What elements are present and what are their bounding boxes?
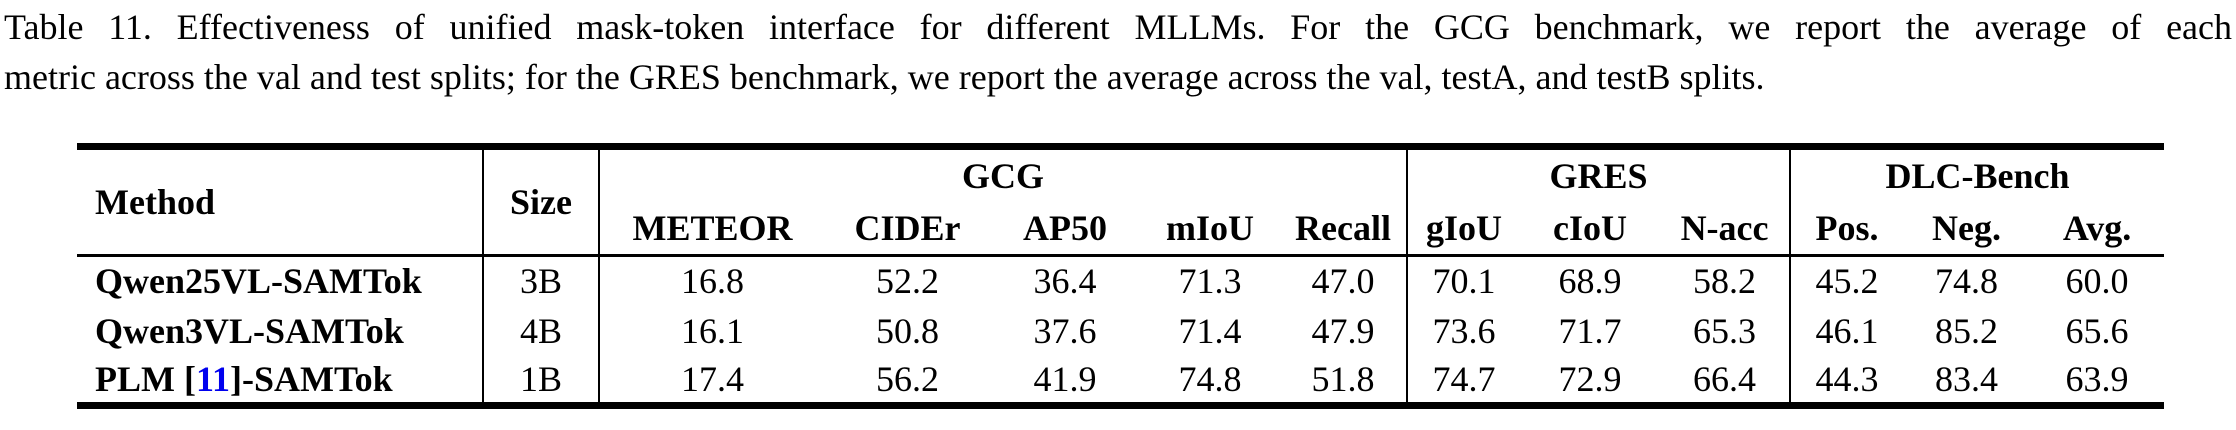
col-header-cider: CIDEr: [825, 202, 990, 257]
cell-value: 46.1: [1815, 310, 1879, 351]
method-name: PLM [: [95, 358, 196, 399]
cell-size: 1B: [483, 355, 600, 406]
table-row: Qwen3VL-SAMTok 4B 16.1 50.8 37.6 71.4 47…: [77, 305, 2164, 356]
header-sub-row: METEOR CIDEr AP50 mIoU Recall gIoU cIoU …: [77, 202, 2165, 257]
cell-value: 72.9: [1558, 358, 1622, 399]
cell-value: 85.2: [1935, 310, 1999, 351]
cell-value: 17.4: [681, 358, 744, 399]
method-name-suffix: ]-SAMTok: [229, 358, 393, 399]
cell-value: 71.3: [1178, 261, 1242, 302]
table-row: Qwen25VL-SAMTok 3B 16.8 52.2 36.4 71.3 4…: [77, 255, 2164, 306]
cell-value: 68.9: [1558, 261, 1622, 302]
cell-value: 16.1: [681, 310, 744, 351]
cell-value: 37.6: [1033, 310, 1097, 351]
group-header-gres: GRES: [1407, 146, 1792, 203]
col-header-recall: Recall: [1280, 202, 1409, 257]
cell-value: 16.8: [681, 261, 744, 302]
group-header-dlc-bench: DLC-Bench: [1885, 156, 2070, 197]
cell-value: 56.2: [876, 358, 939, 399]
cell-value: 50.8: [876, 310, 939, 351]
caption-line-2: metric across the val and test splits; f…: [4, 57, 1765, 97]
cell-value: 44.3: [1815, 358, 1879, 399]
cell-value: 63.9: [2065, 358, 2129, 399]
cell-value: 65.6: [2065, 310, 2129, 351]
cell-value: 58.2: [1660, 255, 1792, 306]
table-caption: Table 11. Effectiveness of unified mask-…: [4, 2, 2232, 102]
col-header-miou: mIoU: [1140, 202, 1280, 257]
cell-value: 45.2: [1815, 261, 1879, 302]
cell-value: 73.6: [1432, 310, 1496, 351]
cell-value: 74.8: [1178, 358, 1242, 399]
results-table: Method Size GCG GRES DLC-Bench METEOR CI…: [77, 143, 2165, 409]
col-header-avg: Avg.: [2030, 202, 2165, 257]
group-header-gcg: GCG: [599, 146, 1409, 203]
col-header-neg: Neg.: [1903, 202, 2031, 257]
cell-value: 41.9: [1033, 358, 1097, 399]
cell-value: 83.4: [1935, 358, 1999, 399]
cell-value: 66.4: [1660, 355, 1792, 406]
cell-method: PLM [11]-SAMTok: [77, 355, 484, 406]
col-header-giou: gIoU: [1407, 202, 1521, 257]
header-group-row: Method Size GCG GRES DLC-Bench: [77, 146, 2164, 257]
cell-value: 65.3: [1660, 305, 1792, 356]
col-header-ciou: cIoU: [1520, 202, 1661, 257]
cell-size: 3B: [483, 255, 600, 306]
col-header-size: Size: [483, 146, 600, 257]
cell-method: Qwen25VL-SAMTok: [77, 255, 484, 306]
method-name: Qwen3VL-SAMTok: [95, 310, 404, 351]
cell-method: Qwen3VL-SAMTok: [77, 305, 484, 356]
cell-value: 51.8: [1280, 355, 1409, 406]
cell-value: 52.2: [876, 261, 939, 302]
cell-value: 74.8: [1935, 261, 1999, 302]
col-header-nacc: N-acc: [1660, 202, 1792, 257]
col-header-meteor: METEOR: [599, 202, 825, 257]
cell-value: 47.9: [1280, 305, 1409, 356]
method-name: Qwen25VL-SAMTok: [95, 261, 422, 302]
cell-value: 71.4: [1178, 310, 1242, 351]
citation-link-11[interactable]: 11: [195, 358, 230, 399]
col-header-pos: Pos.: [1790, 202, 1904, 257]
cell-size: 4B: [483, 305, 600, 356]
cell-value: 47.0: [1280, 255, 1409, 306]
cell-value: 74.7: [1432, 358, 1496, 399]
caption-line-1: Table 11. Effectiveness of unified mask-…: [4, 7, 2232, 47]
cell-value: 71.7: [1558, 310, 1622, 351]
col-header-ap50: AP50: [990, 202, 1140, 257]
cell-value: 60.0: [2065, 261, 2129, 302]
cell-value: 36.4: [1033, 261, 1097, 302]
table-row: PLM [11]-SAMTok 1B 17.4 56.2 41.9 74.8 5…: [77, 355, 2164, 406]
cell-value: 70.1: [1432, 261, 1496, 302]
col-header-method: Method: [77, 146, 484, 257]
